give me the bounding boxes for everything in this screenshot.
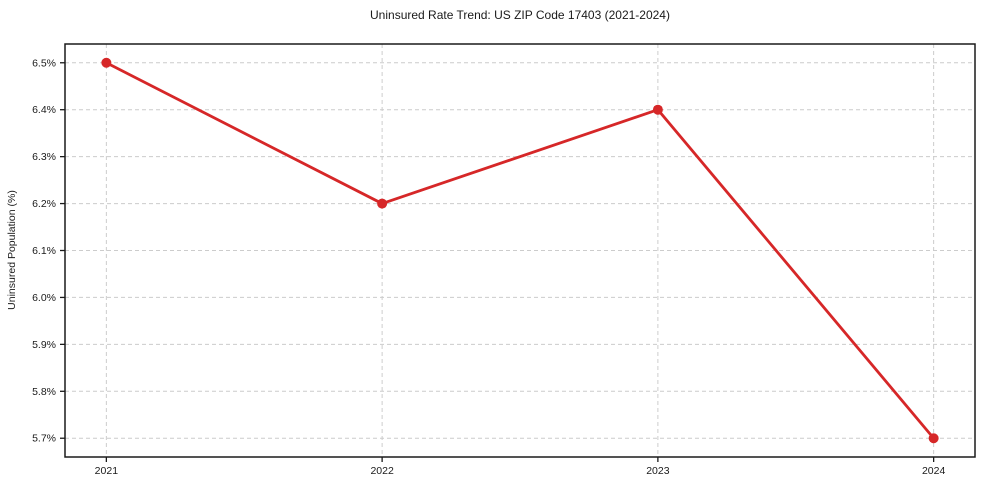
data-point-2022: [377, 198, 388, 209]
data-point-2024: [928, 433, 939, 444]
x-tick-label: 2022: [370, 465, 394, 477]
y-tick-label: 6.1%: [32, 245, 56, 257]
x-tick-label: 2021: [95, 465, 119, 477]
y-axis-label: Uninsured Population (%): [6, 190, 18, 310]
x-tick-label: 2023: [646, 465, 670, 477]
x-tick-label: 2024: [922, 465, 946, 477]
data-point-2023: [652, 104, 663, 115]
chart-title: Uninsured Rate Trend: US ZIP Code 17403 …: [370, 8, 670, 22]
y-tick-label: 6.3%: [32, 151, 56, 163]
y-tick-label: 6.2%: [32, 198, 56, 210]
data-point-2021: [101, 57, 112, 68]
y-tick-label: 5.9%: [32, 339, 56, 351]
trend-line: [104, 61, 936, 440]
y-tick-label: 6.5%: [32, 57, 56, 69]
y-tick-label: 5.8%: [32, 386, 56, 398]
y-tick-label: 6.0%: [32, 292, 56, 304]
y-tick-label: 5.7%: [32, 433, 56, 445]
y-tick-label: 6.4%: [32, 104, 56, 116]
plot-border: [64, 43, 976, 458]
